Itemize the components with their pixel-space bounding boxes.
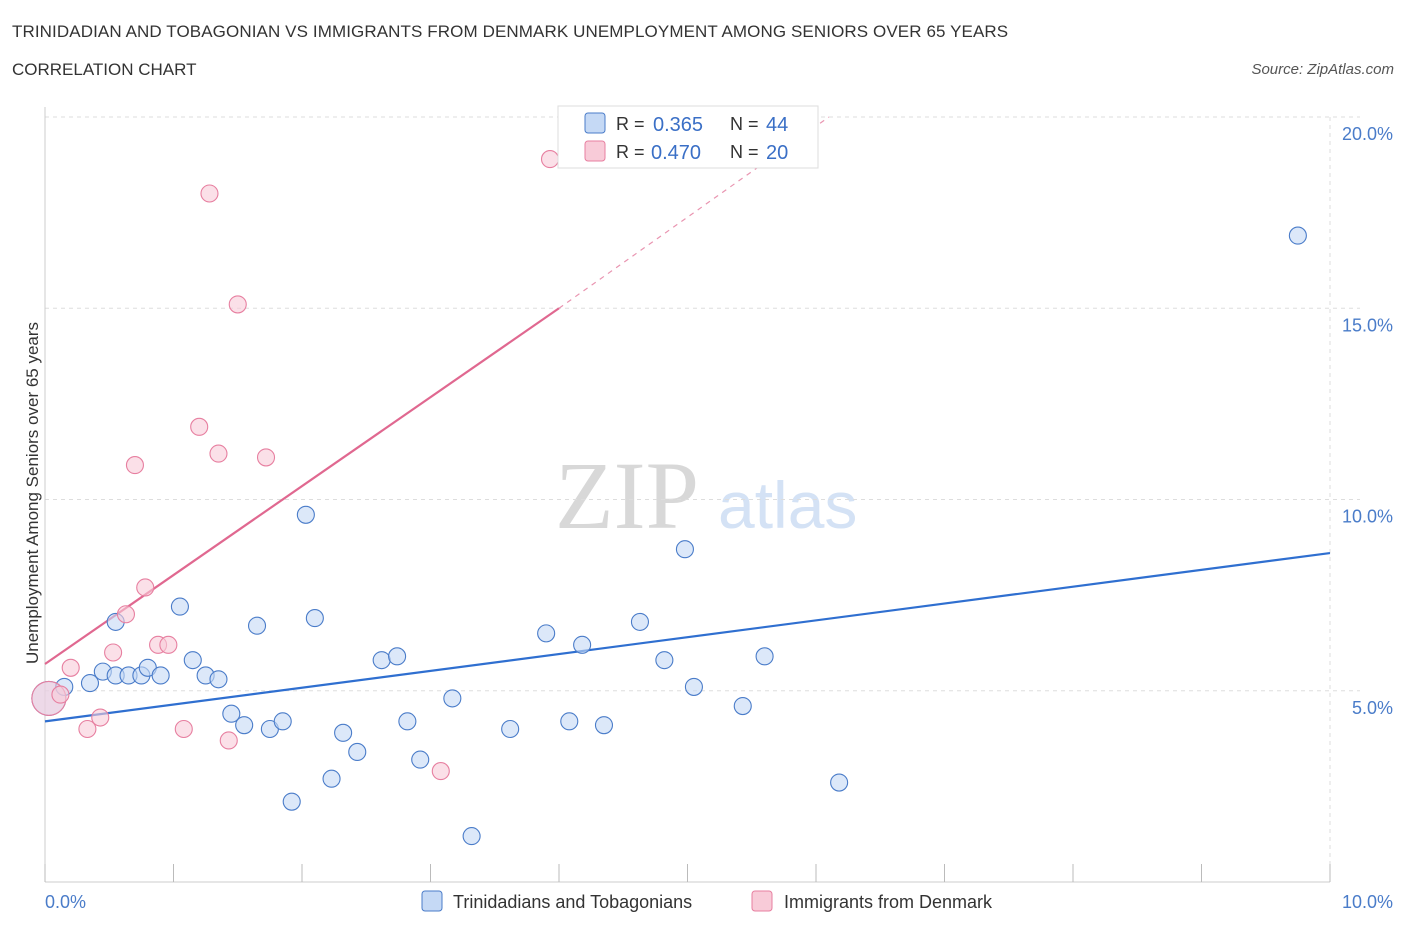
data-points: [31, 150, 1307, 846]
y-tick-label: 5.0%: [1352, 698, 1393, 718]
stats-swatch-blue: [584, 112, 606, 134]
point-pink: [190, 417, 209, 436]
stats-n-label: N =: [730, 142, 759, 162]
point-blue: [398, 712, 417, 731]
stats-n-label: N =: [730, 114, 759, 134]
source-credit: Source: ZipAtlas.com: [1251, 61, 1394, 78]
stats-legend: R = 0.365 N = 44 R = 0.470 N = 20: [557, 105, 819, 169]
point-pink: [78, 719, 97, 739]
point-blue: [372, 651, 391, 670]
legend-swatch-pink: [751, 890, 773, 912]
x-tick-label: 10.0%: [1342, 892, 1393, 912]
point-pink: [256, 448, 276, 467]
point-blue: [322, 769, 341, 788]
watermark-zip: ZIP: [555, 442, 699, 549]
tick-labels: 0.0% 10.0% 5.0% 10.0% 15.0% 20.0%: [45, 124, 1393, 912]
point-blue: [462, 827, 481, 846]
point-blue: [305, 609, 324, 628]
y-tick-label: 10.0%: [1342, 507, 1393, 527]
point-pink: [91, 708, 110, 727]
point-blue: [411, 750, 430, 769]
chart-title: TRINIDADIAN AND TOBAGONIAN VS IMMIGRANTS…: [12, 22, 1009, 41]
trend-line-blue: [44, 551, 1331, 723]
stats-r-value: 0.365: [653, 114, 703, 136]
point-pink: [136, 578, 155, 597]
stats-r-label: R =: [616, 114, 645, 134]
point-blue: [170, 597, 189, 616]
chart-subtitle: CORRELATION CHART: [12, 60, 197, 79]
stats-swatch-pink: [584, 140, 606, 162]
series-legend: Trinidadians and Tobagonians Immigrants …: [421, 890, 993, 912]
point-blue: [733, 696, 752, 716]
point-blue: [594, 716, 614, 735]
watermark-atlas: atlas: [718, 468, 857, 542]
point-blue: [183, 651, 202, 670]
point-blue: [151, 666, 170, 685]
point-blue: [1288, 226, 1307, 245]
stats-row-pink: R = 0.470 N = 20: [584, 140, 788, 164]
point-blue: [573, 635, 592, 654]
y-axis-label: Unemployment Among Seniors over 65 years: [23, 322, 42, 664]
point-pink: [116, 605, 136, 624]
trend-line-pink: [44, 307, 560, 665]
point-blue: [501, 719, 520, 739]
legend-label-pink: Immigrants from Denmark: [784, 892, 993, 912]
legend-swatch-blue: [421, 890, 443, 912]
point-pink: [125, 456, 144, 475]
point-pink: [200, 184, 219, 203]
point-pink: [104, 643, 123, 662]
legend-label-blue: Trinidadians and Tobagonians: [453, 892, 692, 912]
point-blue: [560, 712, 579, 731]
point-blue: [247, 616, 267, 635]
point-blue: [443, 689, 462, 708]
point-pink: [61, 658, 80, 677]
point-pink: [431, 762, 450, 781]
point-pink: [209, 444, 228, 463]
point-blue: [675, 540, 694, 559]
point-blue: [655, 651, 674, 670]
point-pink: [540, 150, 560, 169]
watermark: ZIP atlas: [555, 442, 857, 549]
point-pink: [219, 731, 238, 750]
point-pink: [51, 685, 70, 704]
y-tick-label: 15.0%: [1342, 315, 1393, 335]
point-blue: [830, 773, 849, 792]
x-tick-label: 0.0%: [45, 892, 86, 912]
point-blue: [755, 647, 774, 666]
point-blue: [282, 792, 301, 811]
point-blue: [537, 624, 556, 643]
stats-r-value: 0.470: [651, 142, 701, 164]
point-pink: [159, 635, 178, 654]
stats-row-blue: R = 0.365 N = 44: [584, 112, 788, 136]
point-blue: [80, 674, 100, 693]
stats-n-value: 20: [766, 142, 788, 164]
axes: [44, 107, 1331, 883]
point-blue: [235, 716, 254, 735]
point-blue: [273, 712, 292, 731]
point-blue: [630, 612, 650, 631]
stats-n-value: 44: [766, 114, 788, 136]
point-blue: [222, 704, 241, 723]
y-tick-label: 20.0%: [1342, 124, 1393, 144]
trend-lines: [44, 116, 1331, 723]
point-blue: [334, 723, 353, 742]
point-pink: [228, 295, 247, 314]
point-pink: [174, 719, 193, 739]
point-blue: [348, 742, 367, 762]
point-blue: [296, 505, 315, 524]
grid-lines: [45, 116, 1360, 882]
point-blue: [388, 647, 407, 666]
stats-r-label: R =: [616, 142, 645, 162]
point-blue: [684, 677, 703, 696]
point-blue: [209, 670, 228, 689]
